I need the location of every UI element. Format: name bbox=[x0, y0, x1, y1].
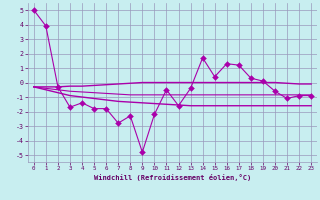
X-axis label: Windchill (Refroidissement éolien,°C): Windchill (Refroidissement éolien,°C) bbox=[94, 174, 251, 181]
